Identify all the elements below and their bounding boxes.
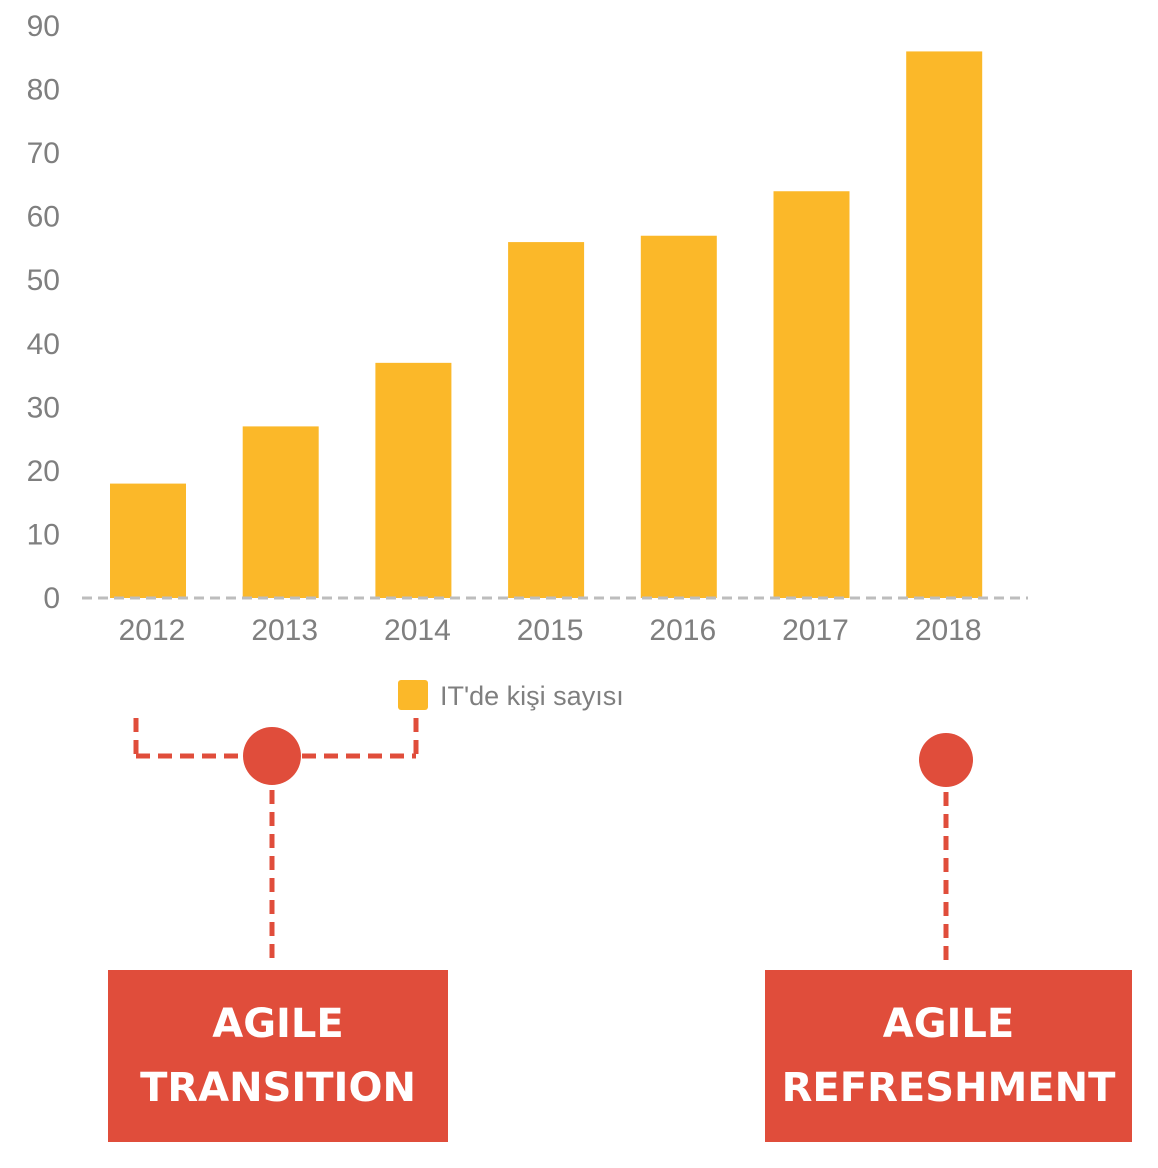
bar — [906, 51, 983, 598]
x-tick-label: 2016 — [649, 614, 716, 647]
bar — [773, 191, 850, 598]
y-tick-label: 50 — [27, 264, 60, 297]
y-tick-label: 10 — [27, 518, 60, 551]
y-tick-label: 30 — [27, 391, 60, 424]
agile-transition-box: AGILE TRANSITION — [108, 970, 448, 1142]
transition-dot — [243, 727, 301, 785]
legend: IT'de kişi sayısı — [398, 680, 624, 711]
x-tick-label: 2018 — [915, 614, 982, 647]
x-tick-label: 2013 — [251, 614, 318, 647]
y-tick-label: 90 — [27, 10, 60, 43]
x-tick-label: 2017 — [782, 614, 849, 647]
y-axis-ticks: 0 10 20 30 40 50 60 70 80 90 — [27, 10, 60, 615]
agile-transition-line1: AGILE — [212, 1001, 344, 1047]
x-axis-ticks: 2012 2013 2014 2015 2016 2017 2018 — [119, 614, 982, 647]
bar — [242, 426, 319, 598]
agile-refreshment-line2: REFRESHMENT — [781, 1065, 1116, 1111]
y-tick-label: 40 — [27, 328, 60, 361]
y-tick-label: 80 — [27, 74, 60, 107]
agile-transition-line2: TRANSITION — [140, 1065, 416, 1111]
refreshment-dot — [919, 733, 973, 787]
transition-marker — [133, 718, 419, 966]
bars — [110, 51, 983, 599]
x-tick-label: 2014 — [384, 614, 451, 647]
agile-refreshment-line1: AGILE — [882, 1001, 1015, 1047]
agile-refreshment-box: AGILE REFRESHMENT — [765, 970, 1132, 1142]
bar — [508, 242, 585, 599]
x-tick-label: 2015 — [517, 614, 584, 647]
legend-swatch — [398, 680, 428, 710]
y-tick-label: 0 — [43, 582, 60, 615]
bar — [110, 483, 186, 598]
bar — [640, 235, 717, 598]
bar — [375, 362, 452, 598]
y-tick-label: 20 — [27, 455, 60, 488]
y-tick-label: 60 — [27, 201, 60, 234]
y-tick-label: 70 — [27, 137, 60, 170]
legend-label: IT'de kişi sayısı — [440, 681, 624, 711]
x-tick-label: 2012 — [119, 614, 186, 647]
